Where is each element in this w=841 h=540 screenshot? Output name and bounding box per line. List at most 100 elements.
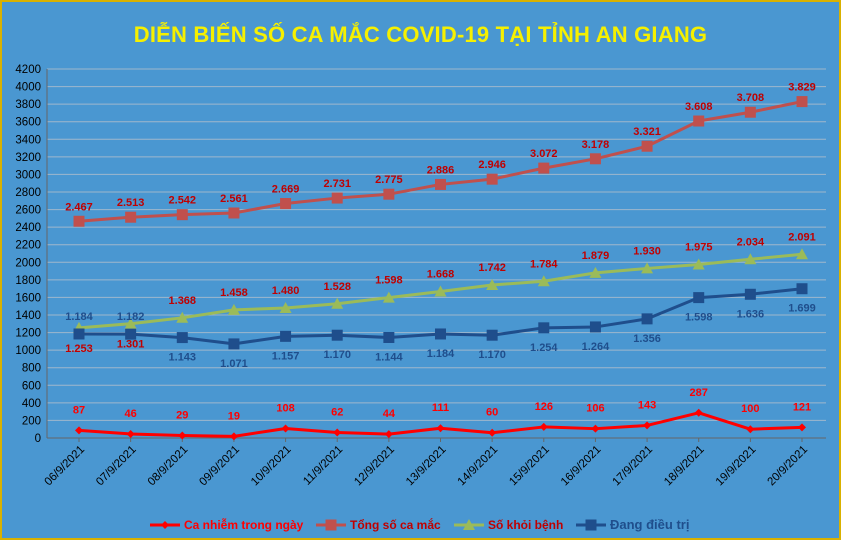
data-point [589, 266, 602, 278]
x-tick-label: 08/9/2021 [146, 444, 191, 489]
y-tick-label: 0 [35, 433, 41, 445]
data-point [537, 275, 550, 287]
data-point [124, 317, 137, 329]
data-label: 3.708 [737, 92, 765, 104]
data-label: 19 [228, 410, 240, 422]
y-tick-label: 1600 [15, 292, 41, 304]
plot-background [47, 69, 826, 438]
data-point [176, 311, 189, 323]
data-point [434, 285, 447, 297]
chart-title: DIỄN BIẾN SỐ CA MẮC COVID-19 TẠI TỈNH AN… [133, 22, 708, 47]
y-tick-label: 2400 [15, 222, 41, 234]
data-point [178, 431, 187, 440]
data-label: 1.071 [220, 358, 248, 370]
data-point [539, 422, 548, 431]
data-label: 1.742 [478, 262, 506, 274]
data-point [435, 178, 446, 190]
y-tick-label: 3200 [15, 152, 41, 164]
data-point [325, 519, 337, 531]
data-label: 3.178 [582, 139, 610, 151]
data-point [796, 248, 808, 260]
data-label: 2.561 [220, 193, 248, 205]
x-tick-label: 13/9/2021 [404, 444, 449, 489]
data-point [486, 278, 499, 290]
data-label: 2.034 [737, 236, 765, 248]
data-label: 46 [125, 408, 137, 420]
data-point [227, 303, 240, 315]
data-label: 2.669 [272, 184, 300, 196]
data-point [643, 421, 652, 430]
data-label: 1.184 [65, 311, 93, 323]
data-labels: 87 46 29 19 108 62 44 111 60 126 106 143 287 100 121 2.… [65, 82, 816, 423]
data-point [229, 432, 238, 441]
y-tick-label: 400 [22, 398, 41, 410]
y-tick-label: 2600 [15, 205, 41, 217]
data-label: 2.886 [427, 164, 455, 176]
y-tick-label: 200 [22, 415, 41, 427]
y-axis-ticks: 0 200 400 600 800 1000 1200 1400 1600 1800 2000 220… [15, 64, 41, 445]
data-label: 2.946 [478, 159, 506, 171]
legend-item: Ca nhiễm trong ngày [150, 517, 304, 532]
data-point [331, 192, 343, 204]
y-tick-label: 2200 [15, 240, 41, 252]
data-point [228, 207, 240, 219]
legend-item: Tổng số ca mắc [316, 517, 441, 532]
plot-area [47, 69, 826, 438]
data-label: 287 [690, 387, 708, 399]
data-point [281, 424, 290, 433]
data-label: 3.321 [633, 126, 661, 138]
data-label: 1.253 [65, 343, 93, 355]
data-point [589, 321, 601, 333]
y-tick-label: 800 [22, 363, 41, 375]
data-point [331, 329, 343, 341]
data-label: 2.731 [323, 178, 351, 190]
data-point [488, 428, 497, 437]
data-point [744, 253, 757, 265]
data-label: 3.608 [685, 101, 713, 113]
data-label: 29 [176, 409, 188, 421]
y-tick-label: 2800 [15, 187, 41, 199]
data-label: 1.458 [220, 287, 248, 299]
legend-label: Tổng số ca mắc [350, 517, 441, 532]
data-point [382, 291, 395, 303]
y-tick-label: 4000 [15, 82, 41, 94]
data-point [73, 215, 85, 227]
series-group [75, 408, 806, 441]
data-label: 2.467 [65, 201, 93, 213]
data-label: 1.182 [117, 311, 145, 323]
legend-item: Đang điều trị [576, 517, 689, 532]
data-label: 62 [331, 407, 343, 419]
data-label: 3.829 [788, 82, 816, 94]
data-label: 1.636 [737, 308, 765, 320]
data-point [176, 332, 188, 344]
data-label: 60 [486, 407, 498, 419]
data-label: 1.356 [633, 333, 661, 345]
data-label: 1.157 [272, 350, 300, 362]
x-tick-label: 15/9/2021 [507, 444, 552, 489]
x-tick-label: 18/9/2021 [662, 444, 707, 489]
data-label: 2.091 [788, 231, 816, 243]
data-point [585, 519, 597, 531]
data-point [333, 428, 342, 437]
data-point [693, 292, 705, 304]
data-point [744, 106, 756, 118]
x-tick-label: 16/9/2021 [559, 444, 604, 489]
data-label: 1.784 [530, 258, 558, 270]
data-label: 1.528 [323, 281, 351, 293]
x-tick-label: 09/9/2021 [197, 444, 242, 489]
x-tick-label: 17/9/2021 [611, 444, 656, 489]
data-point [280, 330, 292, 342]
data-point [279, 301, 292, 313]
y-tick-label: 1400 [15, 310, 41, 322]
data-label: 1.930 [633, 245, 661, 257]
data-point [641, 262, 654, 274]
data-point [126, 429, 135, 438]
data-point [280, 198, 292, 210]
data-label: 1.170 [478, 349, 506, 361]
y-tick-label: 3600 [15, 117, 41, 129]
x-tick-label: 12/9/2021 [352, 444, 397, 489]
legend-label: Số khỏi bệnh [488, 518, 563, 532]
data-point [125, 328, 137, 340]
data-label: 1.879 [582, 250, 610, 262]
